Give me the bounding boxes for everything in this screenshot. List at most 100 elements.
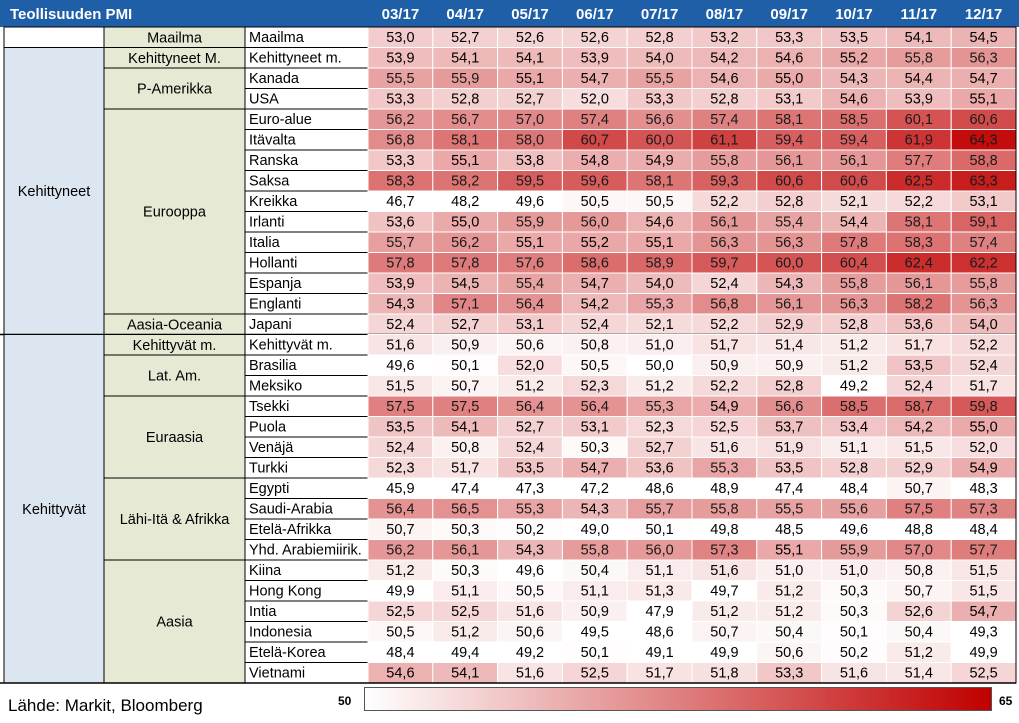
cell-value: 53,2	[710, 30, 738, 46]
country-label: Irlanti	[249, 215, 284, 231]
column-header: 08/17	[706, 6, 744, 23]
cell-value: 53,5	[905, 358, 933, 374]
cell-value: 52,2	[969, 338, 997, 354]
cell-value: 50,7	[905, 481, 933, 497]
cell-value: 52,8	[645, 30, 673, 46]
cell-value: 55,1	[516, 235, 544, 251]
cell-value: 49,4	[451, 645, 479, 661]
cell-value: 59,7	[710, 256, 738, 272]
cell-value: 53,3	[645, 92, 673, 108]
cell-value: 56,1	[840, 153, 868, 169]
group-label: Kehittyvät	[22, 502, 86, 518]
cell-value: 52,6	[581, 30, 609, 46]
cell-value: 56,8	[386, 133, 414, 149]
cell-value: 57,8	[386, 256, 414, 272]
cell-value: 57,8	[840, 235, 868, 251]
cell-value: 55,5	[386, 71, 414, 87]
cell-value: 49,6	[840, 522, 868, 538]
cell-value: 55,8	[710, 502, 738, 518]
cell-value: 56,4	[581, 399, 609, 415]
cell-value: 51,2	[840, 358, 868, 374]
cell-value: 51,7	[905, 338, 933, 354]
cell-value: 56,4	[516, 399, 544, 415]
cell-value: 53,5	[516, 461, 544, 477]
cell-value: 56,1	[775, 297, 803, 313]
cell-value: 49,9	[710, 645, 738, 661]
column-header: 03/17	[382, 6, 420, 23]
cell-value: 52,4	[905, 379, 933, 395]
region-label: Aasia-Oceania	[127, 317, 223, 333]
cell-value: 59,3	[710, 174, 738, 190]
region-cell	[103, 108, 246, 315]
cell-value: 54,3	[386, 297, 414, 313]
cell-value: 55,0	[451, 215, 479, 231]
country-label: Ranska	[249, 153, 299, 169]
column-header: 12/17	[965, 6, 1003, 23]
country-label: Kehittyvät m.	[249, 338, 333, 354]
cell-value: 58,3	[905, 235, 933, 251]
cell-value: 50,7	[710, 625, 738, 641]
country-label: Espanja	[249, 276, 302, 292]
cell-value: 60,6	[969, 112, 997, 128]
cell-value: 50,6	[775, 645, 803, 661]
cell-value: 52,6	[905, 604, 933, 620]
cell-value: 53,9	[386, 51, 414, 67]
cell-value: 58,3	[386, 174, 414, 190]
cell-value: 51,2	[840, 338, 868, 354]
cell-value: 54,2	[710, 51, 738, 67]
cell-value: 50,0	[645, 358, 673, 374]
cell-value: 54,8	[581, 153, 609, 169]
cell-value: 57,7	[969, 543, 997, 559]
cell-value: 58,1	[451, 133, 479, 149]
cell-value: 53,9	[581, 51, 609, 67]
cell-value: 50,7	[386, 522, 414, 538]
cell-value: 54,1	[451, 666, 479, 682]
country-label: Saudi-Arabia	[249, 502, 334, 518]
region-label: Eurooppa	[143, 205, 207, 221]
cell-value: 55,6	[840, 502, 868, 518]
header-bar	[0, 0, 1019, 27]
cell-value: 50,8	[905, 563, 933, 579]
cell-value: 57,1	[451, 297, 479, 313]
cell-value: 53,6	[905, 317, 933, 333]
cell-value: 51,0	[840, 563, 868, 579]
region-label: Kehittyvät m.	[133, 338, 217, 354]
region-label: Euraasia	[146, 430, 204, 446]
region-cell	[103, 559, 246, 684]
cell-value: 50,3	[581, 440, 609, 456]
cell-value: 52,7	[516, 92, 544, 108]
cell-value: 59,6	[581, 174, 609, 190]
cell-value: 54,7	[969, 71, 997, 87]
cell-value: 52,4	[710, 276, 738, 292]
country-label: Itävalta	[249, 133, 297, 149]
cell-value: 51,1	[645, 563, 673, 579]
cell-value: 56,5	[451, 502, 479, 518]
cell-value: 51,4	[905, 666, 933, 682]
cell-value: 53,5	[386, 420, 414, 436]
cell-value: 52,7	[451, 30, 479, 46]
cell-value: 52,4	[386, 440, 414, 456]
country-label: USA	[249, 92, 279, 108]
cell-value: 52,8	[775, 194, 803, 210]
cell-value: 52,3	[581, 379, 609, 395]
cell-value: 49,1	[645, 645, 673, 661]
group-cell	[3, 334, 105, 684]
country-label: Egypti	[249, 481, 289, 497]
cell-value: 51,8	[710, 666, 738, 682]
cell-value: 48,4	[386, 645, 414, 661]
cell-value: 55,5	[775, 502, 803, 518]
cell-value: 49,6	[516, 194, 544, 210]
cell-value: 55,0	[969, 420, 997, 436]
cell-value: 55,1	[969, 92, 997, 108]
cell-value: 54,7	[581, 71, 609, 87]
cell-value: 49,6	[386, 358, 414, 374]
cell-value: 54,6	[840, 92, 868, 108]
cell-value: 54,6	[645, 215, 673, 231]
cell-value: 52,5	[969, 666, 997, 682]
country-label: Tsekki	[249, 399, 289, 415]
cell-value: 52,1	[840, 194, 868, 210]
cell-value: 54,3	[775, 276, 803, 292]
cell-value: 55,8	[905, 51, 933, 67]
cell-value: 50,4	[581, 563, 609, 579]
